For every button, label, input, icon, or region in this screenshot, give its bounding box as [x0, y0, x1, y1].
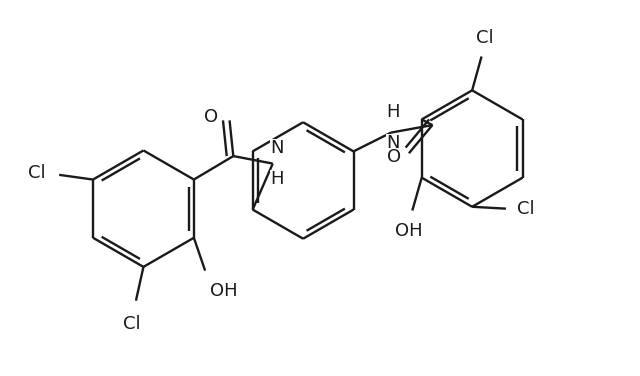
Text: Cl: Cl: [28, 164, 46, 182]
Text: N: N: [386, 135, 400, 153]
Text: OH: OH: [395, 222, 422, 240]
Text: O: O: [387, 148, 401, 166]
Text: Cl: Cl: [124, 315, 141, 333]
Text: H: H: [386, 103, 400, 121]
Text: Cl: Cl: [476, 29, 494, 47]
Text: Cl: Cl: [517, 200, 535, 218]
Text: N: N: [270, 139, 284, 157]
Text: OH: OH: [210, 282, 237, 300]
Text: O: O: [204, 108, 218, 126]
Text: H: H: [270, 170, 284, 188]
